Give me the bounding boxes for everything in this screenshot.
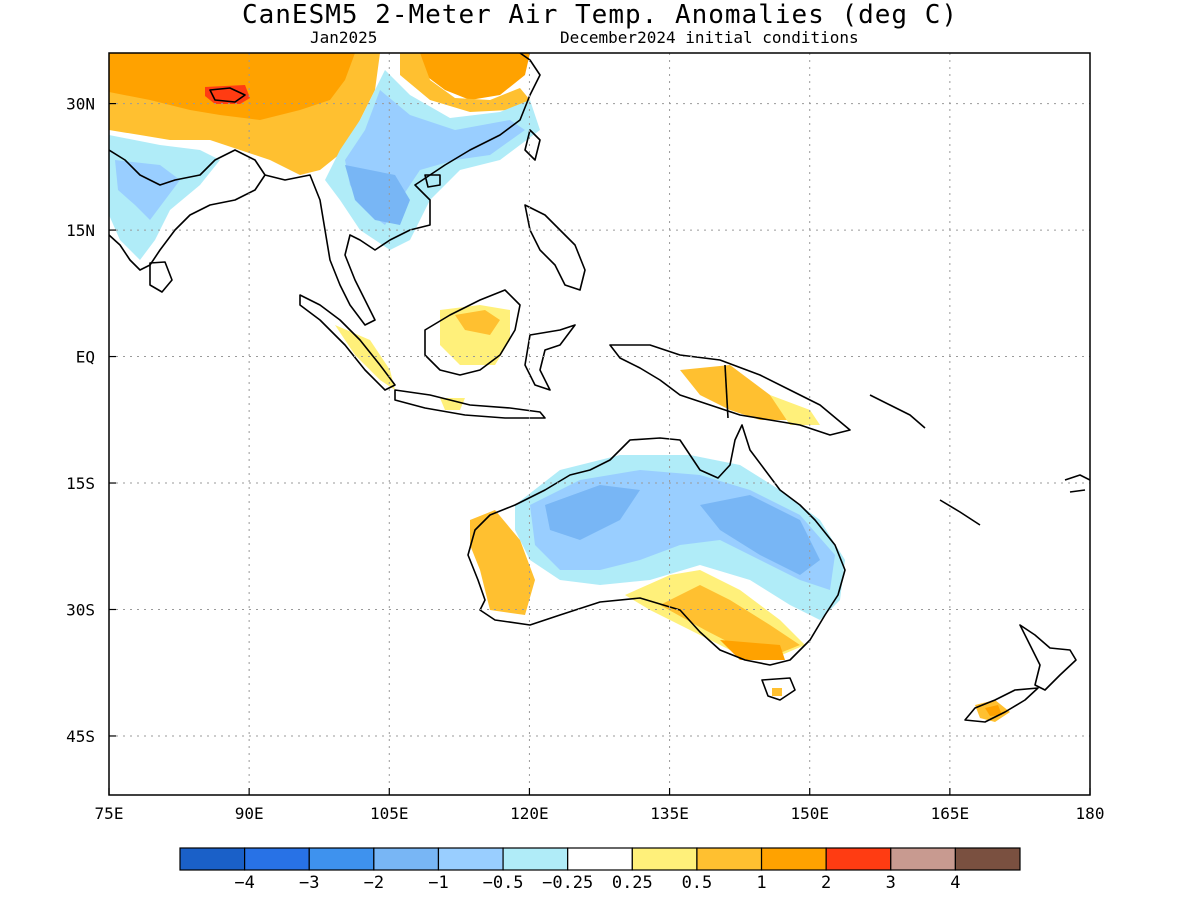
lon-tick-label: 75E: [95, 804, 124, 823]
borneo-coast: [424, 289, 521, 376]
lon-tick-label: 90E: [235, 804, 264, 823]
colorbar-label: −2: [364, 873, 384, 893]
burma-malay-coast: [264, 53, 541, 326]
lat-tick-label: 15N: [66, 221, 95, 240]
gridlines: [109, 53, 1090, 795]
java-warm: [440, 398, 465, 410]
colorbar-swatch: [437, 847, 504, 871]
new-guinea-border: [724, 364, 729, 419]
colorbar-label: 0.5: [682, 873, 713, 893]
australia-cool-core-west: [545, 485, 640, 540]
colorbar-label: 4: [950, 873, 960, 893]
new-guinea-warm-fringe: [770, 395, 820, 425]
australia-coast: [467, 424, 846, 666]
colorbar-label: 2: [821, 873, 831, 893]
colorbar-label: −3: [299, 873, 319, 893]
colorbar-swatch: [244, 847, 310, 871]
sulawesi-coast: [524, 324, 576, 391]
lat-tick-label: EQ: [76, 348, 95, 367]
map-frame: [108, 52, 1091, 796]
colorbar-swatch: [954, 847, 1021, 871]
colorbar-label: −0.5: [483, 873, 524, 893]
colorbar-label: 1: [756, 873, 766, 893]
lat-tick-label: 45S: [66, 727, 95, 746]
hainan-coast: [424, 174, 441, 188]
lat-tick-label: 30S: [66, 601, 95, 620]
java-coast: [394, 389, 546, 419]
southeast-australia-warm-core: [660, 585, 800, 655]
fiji-islands: [1064, 474, 1090, 493]
indochina-cool: [345, 165, 410, 225]
tasmania-coast: [761, 677, 796, 701]
india-cool-core: [115, 160, 180, 220]
sumatra-warm: [335, 325, 395, 390]
lat-tick-label: 30N: [66, 95, 95, 114]
sumatra-coast: [299, 294, 396, 391]
colorbar: −4 −3 −2 −1 −0.5 −0.25 0.25 0.5 1 2 3 4: [179, 847, 1021, 893]
new-guinea-warm: [680, 365, 790, 420]
coastlines: [109, 53, 1090, 723]
colorbar-swatch: [502, 847, 569, 871]
colorbar-swatch: [696, 847, 763, 871]
tibet-lakes: [209, 87, 246, 103]
east-china-warm: [420, 53, 530, 100]
colorbar-swatch: [308, 847, 375, 871]
lon-tick-label: 135E: [650, 804, 689, 823]
colorbar-swatch: [373, 847, 440, 871]
init-conditions-label: December2024 initial conditions: [560, 28, 859, 47]
lon-tick-label: 165E: [931, 804, 970, 823]
victoria-warm: [720, 640, 785, 660]
colorbar-label: 0.25: [612, 873, 653, 893]
lon-tick-label: 105E: [370, 804, 409, 823]
colorbar-label: 3: [886, 873, 896, 893]
colorbar-label: −1: [428, 873, 448, 893]
anomaly-fills: [109, 53, 1010, 722]
new-guinea-coast: [609, 344, 851, 436]
taiwan-coast: [524, 129, 541, 161]
new-zealand-warm-core: [985, 705, 1002, 716]
map-title: CanESM5 2-Meter Air Temp. Anomalies (deg…: [241, 0, 959, 30]
west-australia-warm: [470, 510, 535, 615]
colorbar-swatch: [760, 847, 827, 871]
nz-south-island: [964, 687, 1039, 723]
lon-tick-label: 120E: [510, 804, 549, 823]
philippines-coast: [524, 204, 586, 291]
india-coast: [109, 149, 266, 271]
solomons: [869, 394, 981, 526]
lon-tick-label: 150E: [790, 804, 829, 823]
valid-month-label: Jan2025: [310, 28, 378, 47]
lat-tick-label: 15S: [66, 474, 95, 493]
tasmania-warm: [772, 688, 782, 696]
colorbar-swatch: [179, 847, 246, 871]
colorbar-swatch: [825, 847, 892, 871]
sri-lanka-coast: [149, 261, 173, 293]
colorbar-swatch: [631, 847, 698, 871]
axes: 75E 90E 105E 120E 135E 150E 165E 180 30N 15N EQ 15S…: [66, 95, 1104, 823]
colorbar-label: −0.25: [542, 873, 593, 893]
australia-cool-core-east: [700, 495, 820, 575]
colorbar-label: −4: [234, 873, 254, 893]
colorbar-swatch: [890, 847, 956, 871]
colorbar-swatch: [567, 847, 633, 871]
nz-north-island: [1019, 624, 1077, 691]
lon-tick-label: 180: [1076, 804, 1105, 823]
borneo-warm-core: [455, 310, 500, 335]
east-china-warm-fringe: [400, 53, 530, 112]
